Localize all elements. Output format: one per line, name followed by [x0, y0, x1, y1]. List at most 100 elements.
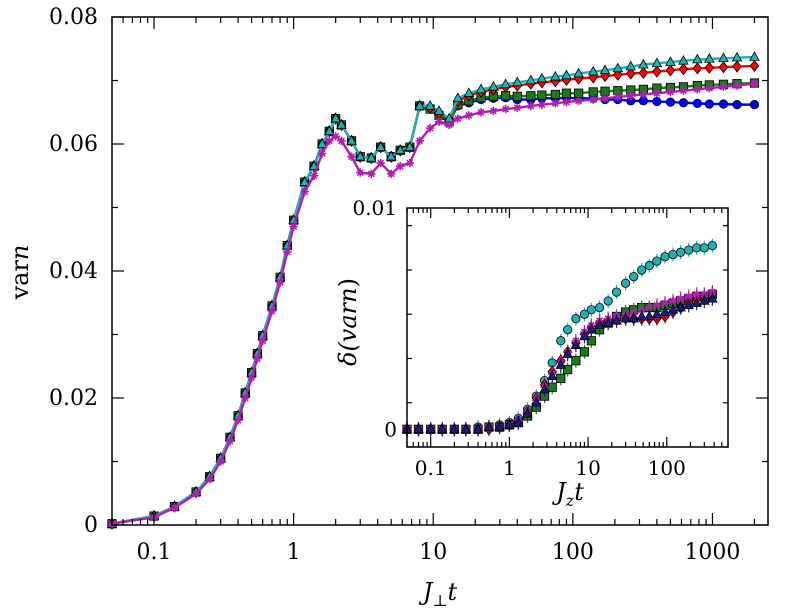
data-point-magenta — [425, 123, 435, 133]
data-point-magenta — [537, 100, 547, 109]
data-point-cyan — [488, 80, 499, 91]
data-point-cyan — [629, 272, 639, 282]
data-point-green — [512, 91, 522, 101]
data-point-magenta — [216, 457, 225, 466]
data-point-cyan — [316, 138, 328, 148]
data-point-cyan — [414, 100, 426, 110]
data-point-cyan — [511, 76, 523, 87]
data-point-magenta — [367, 169, 376, 179]
data-point-cyan — [699, 243, 709, 253]
data-point-navy — [531, 396, 542, 407]
data-point-navy — [620, 312, 631, 323]
main-y-axis-label: varn — [6, 245, 34, 301]
data-point-cyan — [718, 52, 729, 63]
data-point-red — [732, 60, 742, 73]
data-point-magenta — [626, 91, 635, 100]
data-point-navy — [667, 303, 679, 314]
y-tick-label: 0.01 — [352, 196, 397, 220]
data-point-red — [652, 65, 662, 78]
data-point-cyan — [587, 65, 599, 76]
data-point-magenta — [464, 111, 474, 120]
data-point-navy — [513, 416, 524, 427]
data-point-cyan — [452, 92, 464, 103]
data-point-cyan — [299, 176, 310, 186]
data-point-magenta — [652, 301, 662, 310]
data-point-magenta — [191, 489, 201, 499]
data-point-navy — [636, 310, 647, 321]
data-point-magenta — [501, 104, 510, 114]
data-point-cyan — [500, 78, 511, 89]
data-point-cyan — [365, 152, 377, 162]
data-point-navy — [659, 306, 671, 316]
data-point-magenta — [376, 158, 385, 168]
data-point-cyan — [586, 305, 596, 315]
data-point-cyan — [550, 70, 561, 81]
data-point-green — [556, 373, 566, 383]
inset-x-axis-label: Jzt — [551, 478, 584, 510]
data-point-magenta — [666, 87, 675, 97]
x-tick-label: 0.1 — [415, 456, 447, 480]
data-point-blue — [732, 100, 742, 110]
data-point-green — [571, 356, 581, 366]
data-point-navy — [522, 407, 533, 418]
data-point-magenta — [434, 117, 444, 126]
data-point-magenta — [253, 354, 262, 363]
data-point-magenta — [750, 79, 759, 88]
data-point-red — [638, 66, 649, 79]
data-point-cyan — [707, 241, 717, 251]
data-point-magenta — [396, 162, 405, 171]
data-point-cyan — [660, 252, 670, 262]
data-point-cyan — [749, 51, 760, 61]
data-point-magenta — [205, 475, 214, 484]
data-point-magenta — [225, 436, 235, 446]
data-point-navy — [483, 421, 495, 431]
data-point-magenta — [679, 86, 688, 95]
data-point-cyan — [644, 260, 654, 271]
data-point-magenta — [526, 101, 536, 111]
data-point-magenta — [600, 94, 610, 103]
data-point-magenta — [613, 92, 623, 102]
data-point-blue — [704, 99, 714, 109]
data-point-cyan — [652, 256, 662, 266]
data-point-navy — [570, 339, 582, 349]
data-point-cyan — [525, 74, 537, 85]
data-point-cyan — [678, 54, 689, 65]
data-point-cyan — [692, 243, 702, 253]
data-point-magenta — [309, 171, 319, 180]
data-point-navy — [579, 330, 590, 341]
data-point-red — [626, 67, 636, 80]
data-point-magenta — [267, 306, 277, 316]
main-x-axis-label: J⊥t — [418, 578, 458, 610]
data-point-cyan — [404, 141, 416, 151]
data-point-navy — [675, 301, 686, 312]
data-point-green — [547, 382, 557, 392]
data-point-blue — [665, 97, 676, 107]
data-point-green — [526, 91, 536, 101]
data-point-navy — [460, 423, 472, 434]
data-point-blue — [692, 98, 702, 108]
data-point-magenta — [317, 149, 327, 158]
data-point-cyan — [354, 150, 366, 161]
data-point-cyan — [573, 67, 584, 78]
data-point-green — [550, 89, 560, 100]
data-point-cyan — [638, 58, 649, 69]
data-point-cyan — [668, 249, 678, 260]
data-point-navy — [586, 323, 597, 334]
data-point-cyan — [563, 325, 573, 335]
data-point-magenta — [233, 416, 243, 425]
x-tick-label: 10 — [419, 540, 447, 565]
data-point-navy — [472, 423, 484, 434]
data-point-red — [678, 62, 689, 76]
data-point-magenta — [300, 187, 309, 196]
data-point-magenta — [645, 303, 654, 312]
data-point-cyan — [603, 296, 613, 306]
data-point-navy — [436, 423, 448, 434]
data-point-blue — [749, 100, 760, 110]
data-point-cyan — [394, 144, 406, 155]
data-point-red — [665, 64, 676, 77]
data-point-cyan — [704, 53, 715, 63]
data-point-cyan — [651, 57, 663, 68]
y-tick-label: 0.06 — [49, 132, 98, 157]
y-tick-label: 0 — [84, 513, 98, 538]
